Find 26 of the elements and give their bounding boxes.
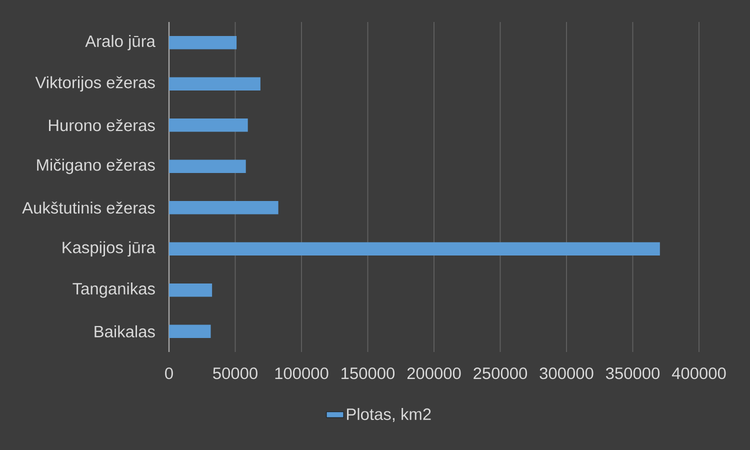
x-tick-label: 250000 bbox=[474, 368, 528, 380]
bar bbox=[169, 118, 248, 132]
bar bbox=[169, 242, 660, 256]
y-tick-label: Baikalas bbox=[94, 325, 155, 338]
y-tick-label: Aralo jūra bbox=[85, 34, 156, 50]
x-tick-label: 100000 bbox=[275, 368, 328, 380]
bar bbox=[169, 284, 212, 297]
x-tick-label: 400000 bbox=[672, 368, 726, 380]
x-tick-label: 200000 bbox=[407, 368, 461, 380]
legend-label: Plotas, km2 bbox=[347, 408, 431, 422]
x-tick-label: 350000 bbox=[606, 368, 660, 380]
x-tick-label: 50000 bbox=[213, 368, 258, 380]
y-tick-label: Kaspijos jūra bbox=[62, 241, 156, 257]
x-tick-label: 150000 bbox=[342, 368, 395, 380]
bar bbox=[169, 160, 246, 173]
bar bbox=[169, 36, 237, 50]
y-tick-label: Tanganikas bbox=[72, 282, 155, 298]
bar bbox=[169, 201, 278, 214]
bar bbox=[169, 77, 260, 90]
bar bbox=[169, 324, 211, 338]
x-tick-label: 300000 bbox=[540, 368, 594, 380]
y-tick-label: Hurono ežeras bbox=[49, 119, 155, 132]
y-tick-label: Viktorijos ežeras bbox=[35, 76, 155, 92]
y-tick-label: Aukštutinis ežeras bbox=[22, 202, 155, 214]
y-tick-label: Mičigano ežeras bbox=[37, 158, 155, 174]
x-tick-label: 0 bbox=[165, 368, 173, 380]
